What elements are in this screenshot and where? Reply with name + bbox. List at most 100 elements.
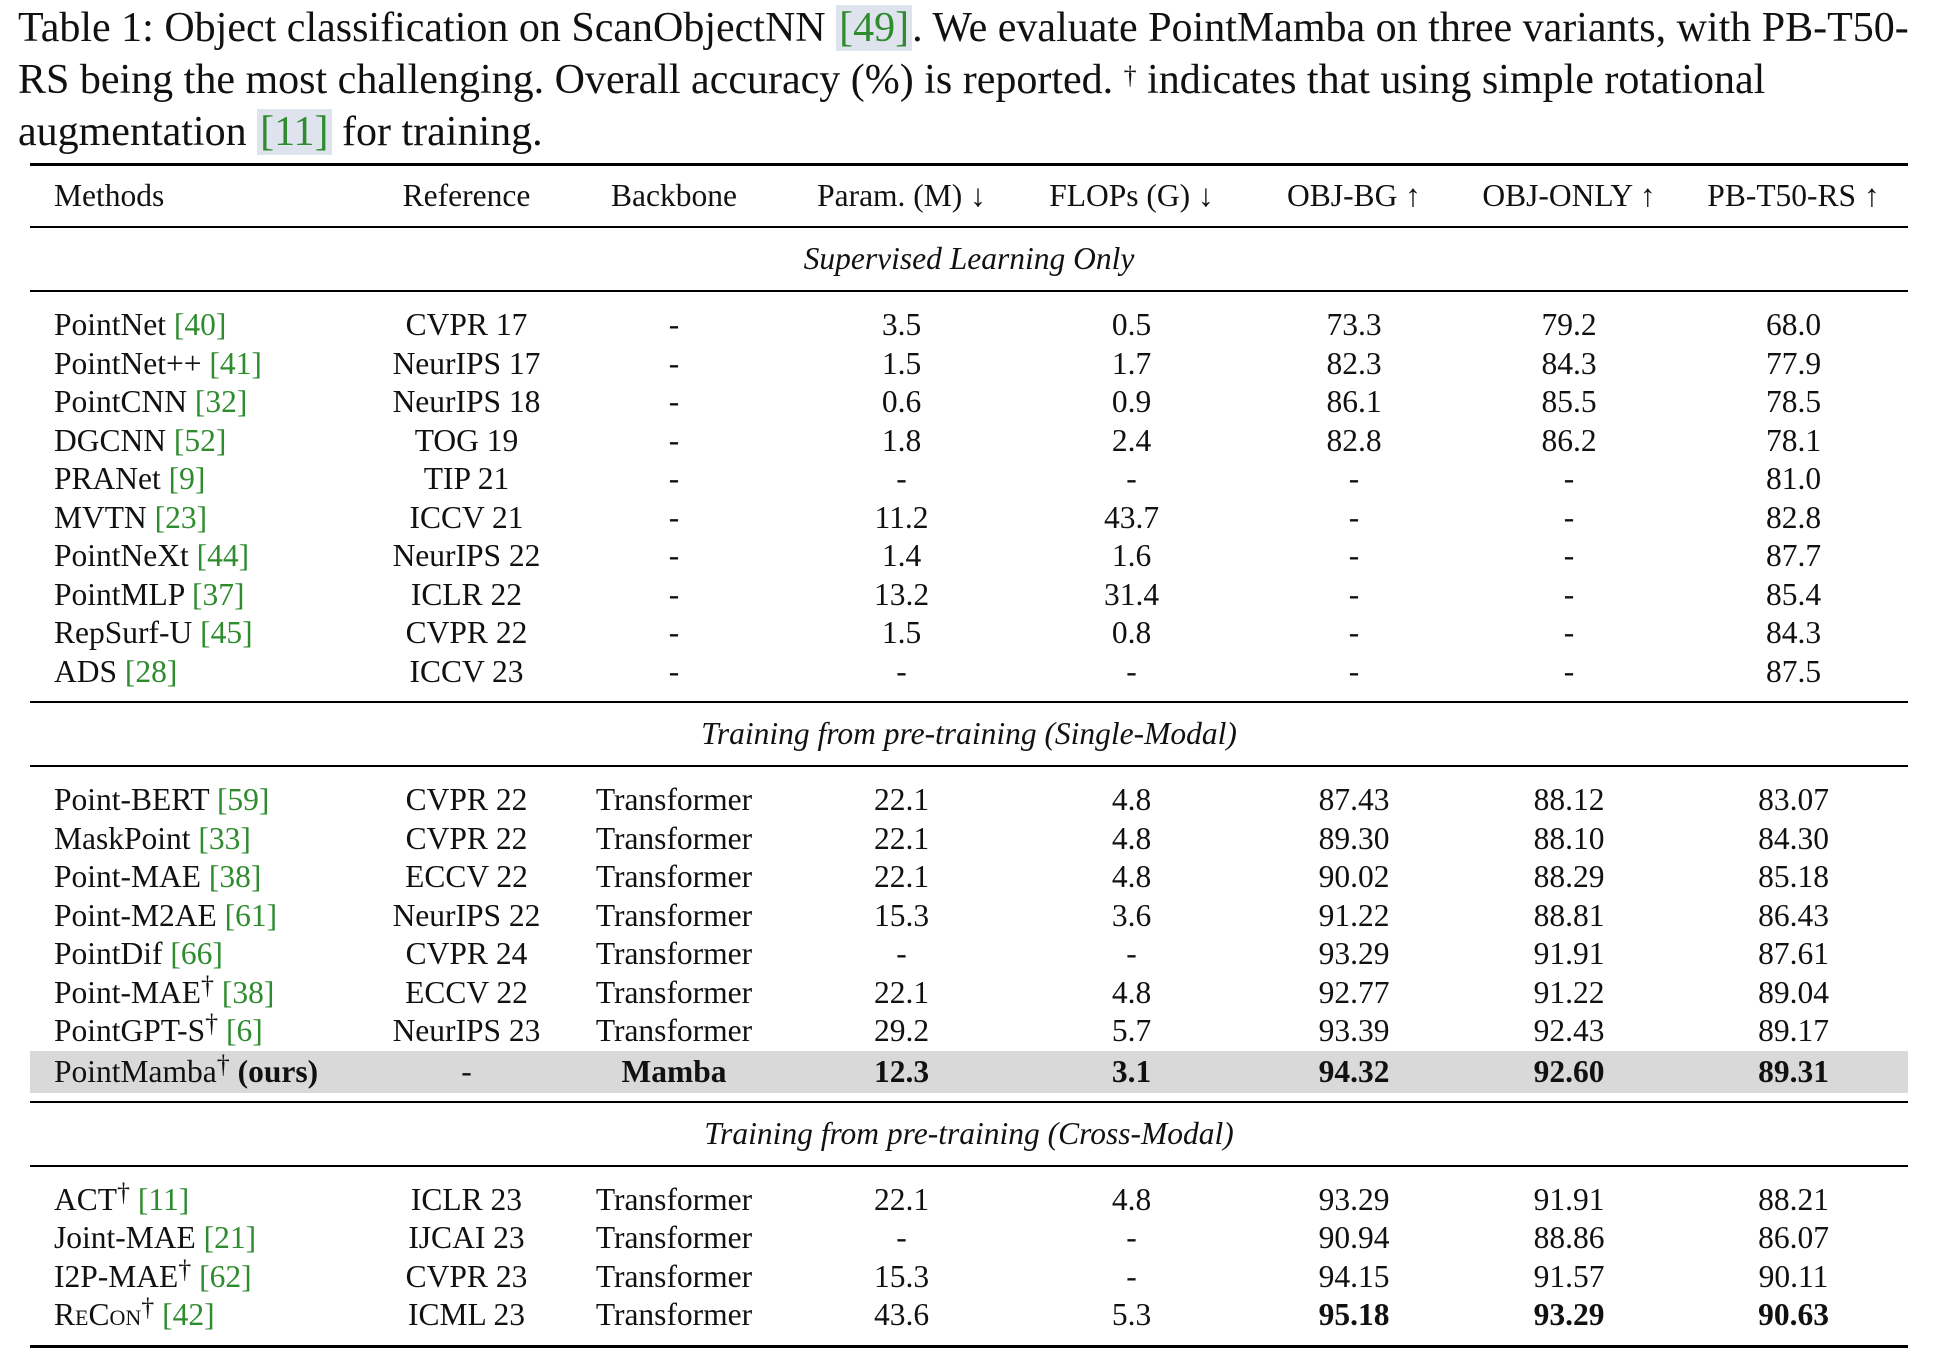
table-caption: Table 1: Object classification on ScanOb… — [18, 5, 1909, 155]
cell-params: 1.5 — [881, 615, 922, 651]
citation-link[interactable]: [40] — [173, 307, 227, 343]
citation-link[interactable]: [33] — [198, 820, 251, 856]
cell-pb-t50-rs: 85.18 — [1758, 859, 1829, 895]
cell-obj-only: 88.10 — [1533, 820, 1605, 856]
citation-link[interactable]: [49] — [836, 5, 913, 51]
cell-pb-t50-rs: 83.07 — [1679, 765, 1908, 820]
citation-link[interactable]: [32] — [194, 384, 248, 420]
table-row: PointGPT-S† [6] NeurIPS 23 Transformer 29.2… — [30, 1009, 1908, 1051]
citation-link[interactable]: [21] — [203, 1220, 257, 1256]
citation-link[interactable]: [11] — [257, 109, 332, 155]
table-row: PointNet++ [41] NeurIPS 17 - 1.5 1.7 82.3 84.3… — [30, 345, 1908, 384]
cell-obj-only: - — [1563, 615, 1575, 651]
method-name: Point-MAE [38] — [30, 858, 374, 897]
cell-pb-t50-rs: 78.5 — [1765, 384, 1822, 420]
citation-link[interactable]: [23] — [154, 499, 208, 535]
citation-link[interactable]: [38] — [208, 859, 262, 895]
cell-params: 15.3 — [873, 897, 930, 933]
citation-link[interactable]: [66] — [170, 936, 223, 972]
method-label: MVTN — [54, 499, 147, 535]
cell-pb-t50-rs: 68.0 — [1679, 290, 1908, 345]
header-reference: Reference — [402, 178, 531, 213]
cell-flops: - — [1126, 1258, 1137, 1294]
section-title: Training from pre-training (Single-Modal… — [30, 701, 1908, 766]
cell-params: 1.4 — [881, 538, 922, 574]
citation-link[interactable]: [44] — [196, 538, 250, 574]
header-backbone: Backbone — [611, 178, 737, 213]
cell-flops: 1.6 — [1111, 538, 1152, 574]
cell-backbone: Transformer — [559, 1164, 789, 1219]
citation-link[interactable]: [59] — [216, 782, 270, 818]
cell-params: 22.1 — [873, 859, 930, 895]
citation-link[interactable]: [6] — [226, 1013, 263, 1049]
cell-flops: - — [1126, 936, 1137, 972]
cell-backbone: Transformer — [595, 974, 753, 1010]
cell-backbone: Transformer — [595, 936, 753, 972]
table-row: ACT† [11] ICLR 23 Transformer 22.1 4.8 93.29 9… — [30, 1164, 1908, 1219]
method-name: PointCNN [32] — [30, 383, 374, 422]
cell-obj-bg: 91.22 — [1318, 897, 1390, 933]
citation-link[interactable]: [41] — [209, 345, 262, 381]
cell-backbone: - — [559, 290, 789, 345]
method-label: PRANet — [54, 461, 161, 497]
cell-pb-t50-rs: 77.9 — [1765, 345, 1822, 381]
table-row: MaskPoint [33] CVPR 22 Transformer 22.1 4.8 8… — [30, 820, 1908, 859]
cell-obj-only: 84.3 — [1541, 345, 1597, 381]
cell-obj-bg: - — [1348, 461, 1360, 497]
citation-link[interactable]: [45] — [200, 615, 253, 651]
table-row: Point-MAE [38] ECCV 22 Transformer 22.1 4.8 9… — [30, 858, 1908, 897]
cell-obj-bg: - — [1348, 653, 1360, 689]
cell-backbone: Transformer — [595, 1258, 753, 1294]
cell-params: 3.5 — [789, 290, 1014, 345]
cell-obj-only: 91.57 — [1533, 1258, 1605, 1294]
method-name: PRANet [9] — [30, 460, 374, 499]
citation-link[interactable]: [38] — [221, 974, 275, 1010]
cell-flops: 31.4 — [1103, 576, 1160, 612]
cell-params: 22.1 — [873, 974, 930, 1010]
cell-reference: TIP 21 — [423, 461, 510, 497]
citation-link[interactable]: [28] — [124, 653, 178, 689]
cell-reference: ECCV 22 — [405, 974, 528, 1010]
cell-obj-bg: 90.02 — [1318, 859, 1390, 895]
method-label: PointGPT-S — [54, 1013, 206, 1049]
cell-reference: ICCV 23 — [409, 653, 524, 689]
citation-link[interactable]: [9] — [168, 461, 206, 497]
citation-link[interactable]: [52] — [173, 422, 227, 458]
method-label: PointMLP — [54, 576, 185, 612]
cell-params: 43.6 — [789, 1296, 1014, 1348]
cell-params: 22.1 — [789, 1164, 1014, 1219]
cell-reference: CVPR 24 — [405, 936, 528, 972]
cell-pb-t50-rs: 85.4 — [1765, 576, 1822, 612]
citation-link[interactable]: [61] — [224, 897, 278, 933]
section-header-cross-modal: Training from pre-training (Cross-Modal) — [30, 1100, 1908, 1166]
cell-obj-only: 91.91 — [1459, 1164, 1679, 1219]
table-row: Point-M2AE [61] NeurIPS 22 Transformer 15.3… — [30, 897, 1908, 936]
method-label: PointNeXt — [54, 538, 189, 574]
table-row: Joint-MAE [21] IJCAI 23 Transformer - - 90.94… — [30, 1219, 1908, 1258]
method-label: RepSurf-U — [54, 615, 193, 651]
cell-backbone: - — [668, 538, 680, 574]
citation-link[interactable]: [11] — [137, 1181, 190, 1217]
cell-reference: CVPR 22 — [405, 615, 528, 651]
cell-flops: 0.5 — [1014, 290, 1249, 345]
cell-obj-bg: - — [1348, 538, 1360, 574]
method-label: MaskPoint — [54, 820, 191, 856]
method-name: I2P-MAE† [62] — [30, 1255, 374, 1297]
dagger-mark: † — [201, 970, 215, 1000]
citation-link[interactable]: [37] — [192, 576, 245, 612]
cell-backbone: Transformer — [595, 859, 753, 895]
cell-obj-only: 86.2 — [1541, 422, 1597, 458]
cell-backbone: Transformer — [595, 820, 753, 856]
cell-reference: ICLR 22 — [410, 576, 523, 612]
method-label: DGCNN — [54, 422, 167, 458]
table-row: MVTN [23] ICCV 21 - 11.2 43.7 - - 82.8 — [30, 499, 1908, 538]
citation-link[interactable]: [62] — [199, 1258, 252, 1294]
cell-flops: 4.8 — [1014, 765, 1249, 820]
citation-link[interactable]: [42] — [162, 1297, 215, 1333]
cell-params: - — [896, 461, 907, 497]
cell-obj-bg: 95.18 — [1249, 1296, 1459, 1348]
method-label: PointDif — [54, 936, 163, 972]
table-row: PointCNN [32] NeurIPS 18 - 0.6 0.9 86.1 85.5 78… — [30, 383, 1908, 422]
cell-pb-t50-rs: 89.31 — [1679, 1050, 1908, 1093]
cell-obj-only: 88.86 — [1533, 1220, 1605, 1256]
